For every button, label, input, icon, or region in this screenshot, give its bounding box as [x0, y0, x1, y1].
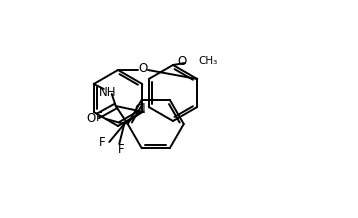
- Text: F: F: [99, 136, 106, 148]
- Text: O: O: [86, 111, 95, 124]
- Text: O: O: [139, 61, 147, 75]
- Text: NH: NH: [99, 85, 116, 99]
- Text: Cl: Cl: [134, 103, 146, 116]
- Text: F: F: [118, 143, 125, 155]
- Text: O: O: [177, 54, 186, 68]
- Text: F: F: [96, 111, 102, 124]
- Text: CH₃: CH₃: [198, 56, 217, 66]
